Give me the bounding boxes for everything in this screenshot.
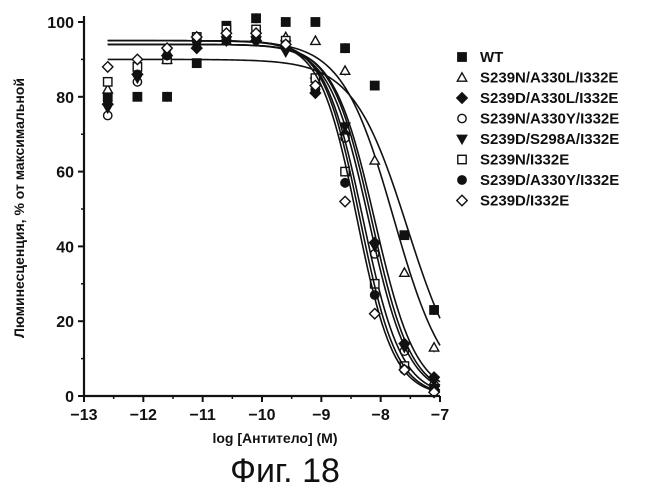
x-tick-label: −9 — [312, 407, 330, 424]
legend-marker — [455, 194, 469, 207]
data-point — [220, 27, 233, 40]
data-point — [131, 53, 144, 66]
legend-label: S239D/A330L/I332E — [480, 90, 618, 107]
data-point — [399, 230, 410, 241]
legend-marker — [457, 113, 467, 124]
data-point — [102, 95, 113, 106]
fit-curve — [107, 39, 441, 393]
data-point — [101, 103, 114, 115]
legend-item: S239D/I332E — [455, 193, 569, 210]
legend-item: S239N/I332E — [457, 152, 569, 169]
legend-marker — [457, 175, 467, 185]
y-tick-label: 80 — [56, 90, 74, 107]
data-point — [279, 38, 292, 51]
x-tick-label: −7 — [431, 407, 449, 424]
legend-item: S239D/A330Y/I332E — [457, 172, 619, 189]
data-point — [428, 376, 440, 388]
x-tick-label: −11 — [190, 407, 216, 424]
data-point — [309, 79, 322, 92]
data-point — [190, 30, 203, 44]
data-point — [191, 58, 202, 69]
x-axis-title: log [Антитело] (M) — [212, 430, 337, 446]
data-point — [339, 122, 351, 133]
series-4 — [101, 35, 441, 388]
y-tick-label: 40 — [56, 239, 74, 256]
y-tick-label: 20 — [56, 314, 74, 331]
x-tick-label: −10 — [248, 407, 275, 424]
data-point — [398, 342, 411, 354]
data-point — [368, 241, 381, 253]
legend-marker — [455, 91, 469, 105]
legend-marker — [456, 71, 468, 82]
data-point — [429, 305, 439, 315]
legend-label: S239D/S298A/I332E — [480, 131, 619, 148]
data-point — [369, 80, 380, 91]
data-point — [249, 27, 263, 40]
fit-curve — [107, 39, 441, 393]
fit-curve — [107, 43, 441, 388]
x-tick-label: −12 — [130, 407, 157, 424]
legend-label: S239D/A330Y/I332E — [480, 172, 619, 189]
data-point — [280, 17, 291, 27]
plot-area — [101, 13, 441, 399]
data-point — [132, 69, 143, 80]
data-point — [309, 34, 322, 46]
legend-label: S239N/I332E — [480, 152, 569, 169]
x-tick-label: −8 — [372, 407, 390, 424]
legend-marker — [457, 52, 467, 62]
y-tick-label: 100 — [47, 15, 74, 32]
data-point — [368, 154, 381, 165]
x-tick-label: −13 — [70, 407, 97, 424]
data-point — [428, 341, 440, 352]
legend-item: WT — [457, 49, 503, 66]
data-point — [251, 13, 261, 24]
dose-response-chart: −13 −12 −11 −10 −9 −8 −7 0 20 40 60 80 100 log [Анти… — [11, 13, 619, 446]
series-0 — [102, 13, 441, 319]
y-tick-label: 0 — [65, 389, 74, 406]
y-axis-title: Люминесценция, % от максимальной — [11, 78, 27, 338]
data-point — [101, 83, 114, 94]
data-point — [132, 91, 143, 102]
fit-curve — [107, 43, 441, 383]
legend-item: S239N/A330L/I332E — [456, 70, 618, 87]
legend-label: S239N/A330Y/I332E — [480, 111, 619, 128]
series-6 — [102, 31, 441, 394]
data-point — [340, 43, 350, 54]
legend-marker — [456, 134, 468, 146]
data-point — [102, 76, 113, 87]
fit-curve — [107, 39, 441, 346]
legend-item: S239D/A330L/I332E — [455, 90, 618, 107]
data-point — [427, 386, 441, 399]
legend-item: S239N/A330Y/I332E — [457, 111, 619, 128]
data-point — [368, 307, 381, 320]
data-point — [101, 60, 114, 74]
data-point — [339, 64, 351, 76]
legend-label: S239D/I332E — [480, 193, 569, 210]
axes: −13 −12 −11 −10 −9 −8 −7 0 20 40 60 80 100 — [47, 15, 449, 424]
fit-curve — [107, 43, 441, 386]
legend-item: S239D/S298A/I332E — [456, 131, 619, 148]
y-tick-label: 60 — [56, 165, 74, 182]
data-point — [160, 41, 174, 55]
legend-marker — [457, 154, 467, 165]
figure-caption: Фиг. 18 — [230, 452, 340, 490]
data-point — [398, 266, 411, 277]
legend-label: WT — [480, 49, 503, 66]
series-7 — [101, 27, 441, 399]
legend: WT S239N/A330L/I332E S239D/A330L/I332E S239… — [455, 49, 619, 210]
series-2 — [101, 34, 441, 384]
fit-curve — [107, 58, 441, 319]
legend-label: S239N/A330L/I332E — [480, 70, 618, 87]
data-point — [338, 195, 352, 208]
data-point — [398, 363, 411, 377]
data-point — [162, 91, 172, 102]
data-point — [310, 17, 321, 27]
data-point — [340, 177, 350, 188]
